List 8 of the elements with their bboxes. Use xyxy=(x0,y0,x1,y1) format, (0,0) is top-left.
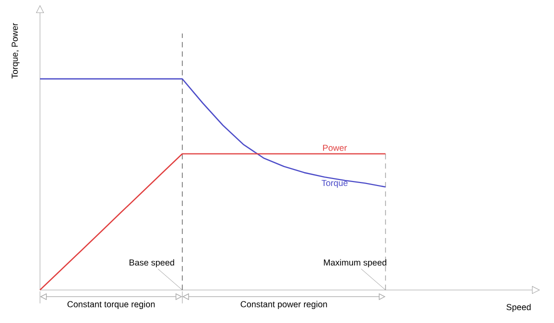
x-axis-title: Speed xyxy=(506,304,531,312)
series-label: Torque xyxy=(322,180,348,188)
y-axis-title: Torque, Power xyxy=(12,22,20,79)
annotation: Maximum speed xyxy=(324,259,386,268)
text: Constant torque region xyxy=(68,300,155,309)
text: Constant power region xyxy=(240,300,327,309)
series-label: Power xyxy=(323,144,347,151)
annotation: Base speed xyxy=(130,259,174,268)
